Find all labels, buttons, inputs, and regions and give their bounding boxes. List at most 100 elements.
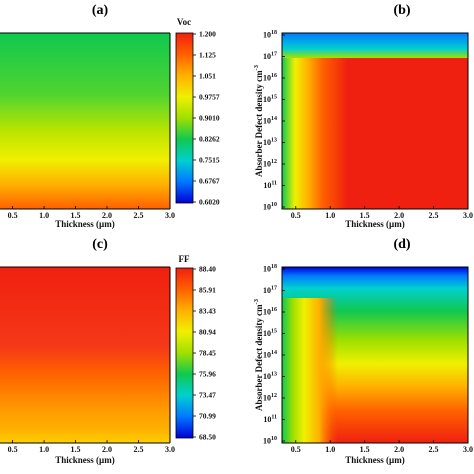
panel-c-colorbar-title: FF — [179, 254, 190, 264]
y-tick-base: 10 — [263, 372, 271, 381]
y-tick-exp: 17 — [271, 286, 277, 292]
colorbar-tick-label: 85.91 — [199, 286, 216, 295]
y-tick-exp: 12 — [271, 159, 277, 165]
x-tick-label: 1.0 — [325, 445, 335, 454]
y-tick-label: 1015 — [263, 329, 277, 339]
colorbar-tick-label: 1.125 — [199, 51, 216, 60]
panel-d-heatmap-horizontal — [282, 298, 468, 443]
y-tick-label: 1015 — [263, 95, 277, 105]
y-tick-base: 10 — [263, 329, 271, 338]
x-tick-label: 2.0 — [102, 445, 112, 454]
colorbar-tick-label: 0.9010 — [199, 114, 220, 123]
y-tick-label: 1018 — [263, 264, 277, 274]
panel-c-x-ticks: 0.5 1.0 1.5 2.0 2.5 3.0 — [8, 440, 175, 454]
colorbar-tick-label: 80.94 — [199, 328, 216, 337]
panel-label-c: (c) — [92, 237, 108, 252]
colorbar-tick-label: 1.200 — [199, 30, 216, 39]
colorbar-tick-label: 78.45 — [199, 349, 216, 358]
x-tick-label: 0.5 — [8, 211, 18, 220]
y-tick-exp: 17 — [271, 52, 277, 58]
y-tick-exp: 15 — [271, 95, 277, 101]
panel-b-heatmap-horizontal — [282, 58, 468, 209]
x-tick-label: 0.5 — [291, 445, 301, 454]
y-tick-label: 1011 — [263, 181, 277, 191]
y-tick-base: 10 — [263, 52, 271, 61]
y-tick-label: 1012 — [263, 393, 277, 403]
y-tick-exp: 18 — [271, 30, 277, 36]
y-tick-label: 1010 — [263, 436, 277, 446]
x-tick-label: 2.0 — [394, 211, 404, 220]
panel-b: 0.5 1.0 1.5 2.0 2.5 3.0 101810171016101510141… — [253, 30, 473, 229]
y-tick-label: 1013 — [263, 138, 277, 148]
x-tick-label: 1.0 — [39, 211, 49, 220]
colorbar-tick-label: 68.50 — [199, 433, 216, 442]
colorbar-tick-label: 83.43 — [199, 307, 216, 316]
colorbar-tick-label: 75.96 — [199, 370, 216, 379]
panel-a-colorbar-bar — [175, 32, 194, 204]
panel-a-colorbar: Voc 1.200 1.125 1.051 0.9757 0.9010 0.8262 0.7… — [175, 17, 220, 207]
x-tick-label: 2.5 — [134, 445, 144, 454]
y-tick-exp: 11 — [271, 181, 277, 187]
y-tick-exp: 15 — [271, 329, 277, 335]
y-tick-label: 1013 — [263, 372, 277, 382]
panel-a-colorbar-title: Voc — [177, 17, 191, 27]
panel-c-colorbar: FF 88.40 85.91 83.43 80.94 78.45 75.96 73.47 70… — [175, 254, 216, 442]
y-tick-base: 10 — [263, 160, 271, 169]
x-tick-label: 3.0 — [165, 211, 175, 220]
colorbar-tick-label: 0.7515 — [199, 156, 220, 165]
x-tick-label: 1.0 — [39, 445, 49, 454]
y-tick-base: 10 — [263, 95, 271, 104]
x-tick-label: 3.0 — [463, 211, 473, 220]
y-tick-label: 1016 — [263, 73, 277, 83]
y-tick-label: 1017 — [263, 52, 277, 62]
panel-d-x-ticks: 0.5 1.0 1.5 2.0 2.5 3.0 — [291, 440, 473, 454]
panel-b-ylabel: Absorber Defect density cm-3 — [253, 64, 264, 177]
panel-d-xlabel: Thickness (µm) — [345, 455, 404, 465]
y-tick-label: 1011 — [263, 415, 277, 425]
x-tick-label: 1.5 — [71, 445, 81, 454]
panel-b-ylabel-text: Absorber Defect density cm — [254, 70, 264, 177]
panel-label-d: (d) — [393, 237, 410, 252]
y-tick-base: 10 — [263, 117, 271, 126]
panel-c-colorbar-ticks: 88.40 85.91 83.43 80.94 78.45 75.96 73.47 70.99… — [193, 265, 216, 442]
panel-d-ylabel-sup: -3 — [253, 298, 260, 304]
x-tick-label: 2.5 — [429, 445, 439, 454]
y-tick-base: 10 — [263, 286, 271, 295]
colorbar-tick-label: 0.6020 — [199, 198, 220, 207]
x-tick-label: 2.0 — [394, 445, 404, 454]
x-tick-label: 2.5 — [134, 211, 144, 220]
y-tick-base: 10 — [263, 308, 271, 317]
y-tick-exp: 13 — [271, 372, 277, 378]
y-tick-base: 10 — [263, 31, 271, 40]
y-tick-exp: 16 — [271, 307, 277, 313]
y-tick-base: 10 — [263, 74, 271, 83]
x-tick-label: 3.0 — [463, 445, 473, 454]
y-tick-base: 10 — [263, 203, 271, 212]
x-tick-label: 2.5 — [429, 211, 439, 220]
y-tick-exp: 18 — [271, 264, 277, 270]
panel-d: 0.5 1.0 1.5 2.0 2.5 3.0 101810171016101510141… — [253, 264, 473, 465]
y-tick-exp: 13 — [271, 138, 277, 144]
panel-label-b: (b) — [393, 3, 410, 18]
panel-c-colorbar-bar — [175, 267, 194, 439]
panel-c-heatmap — [0, 267, 170, 443]
y-tick-exp: 11 — [271, 415, 277, 421]
panel-label-a: (a) — [92, 3, 109, 18]
panel-a-heatmap — [0, 33, 170, 209]
panel-b-x-ticks: 0.5 1.0 1.5 2.0 2.5 3.0 — [291, 206, 473, 220]
colorbar-tick-label: 0.8262 — [199, 135, 220, 144]
colorbar-tick-label: 0.6767 — [199, 177, 220, 186]
y-tick-base: 10 — [263, 138, 271, 147]
y-tick-label: 1018 — [263, 30, 277, 40]
y-tick-base: 10 — [263, 351, 271, 360]
colorbar-tick-label: 73.47 — [199, 391, 216, 400]
y-tick-base: 10 — [263, 181, 271, 190]
panel-c-xlabel: Thickness (µm) — [55, 455, 114, 465]
x-tick-label: 3.0 — [165, 445, 175, 454]
x-tick-label: 1.5 — [360, 445, 370, 454]
colorbar-tick-label: 0.9757 — [199, 93, 220, 102]
y-tick-label: 1017 — [263, 286, 277, 296]
